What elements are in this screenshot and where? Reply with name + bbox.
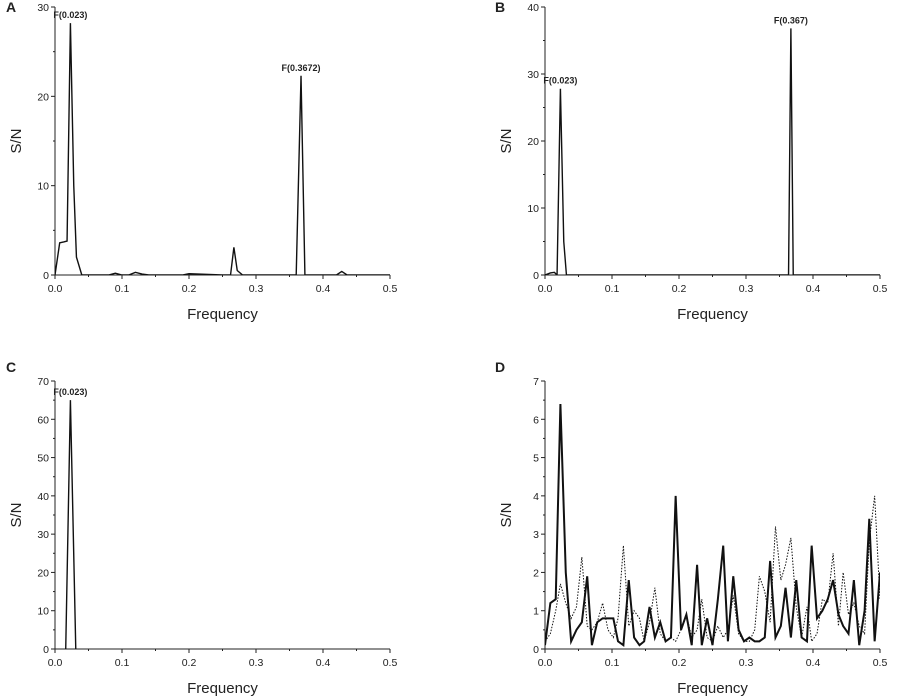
y-tick-label: 0 xyxy=(43,270,49,282)
y-tick-label: 70 xyxy=(37,376,49,388)
x-axis-label: Frequency xyxy=(677,680,748,697)
x-axis-label: Frequency xyxy=(677,306,748,323)
panel-letter: C xyxy=(6,359,16,375)
y-axis-label: S/N xyxy=(498,128,515,153)
y-tick-label: 20 xyxy=(37,567,49,579)
y-tick-label: 7 xyxy=(533,376,539,388)
y-tick-label: 6 xyxy=(533,414,539,426)
y-tick-label: 30 xyxy=(37,529,49,541)
x-tick-label: 0.4 xyxy=(316,283,331,295)
x-tick-label: 0.2 xyxy=(672,283,687,295)
x-tick-label: 0.2 xyxy=(672,657,687,669)
peak-annotation: F(0.023) xyxy=(53,10,87,20)
y-tick-label: 0 xyxy=(43,644,49,656)
y-axis-label: S/N xyxy=(8,128,25,153)
x-tick-label: 0.0 xyxy=(48,657,63,669)
y-tick-label: 40 xyxy=(37,491,49,503)
panel-letter: A xyxy=(6,0,16,15)
y-tick-label: 60 xyxy=(37,414,49,426)
series-line-solid xyxy=(545,28,880,275)
y-tick-label: 1 xyxy=(533,606,539,618)
series-line-solid xyxy=(55,23,390,275)
panel-a: A 0.0 0.1 0.2 0.3 0.4 0.5 0 10 20 30 Frequency S/N F(… xyxy=(6,0,397,323)
peak-annotation: F(0.023) xyxy=(53,387,87,397)
series-line-solid xyxy=(545,403,880,648)
x-tick-label: 0.4 xyxy=(806,283,821,295)
x-tick-label: 0.4 xyxy=(806,657,821,669)
x-tick-label: 0.0 xyxy=(538,657,553,669)
y-tick-label: 10 xyxy=(37,181,49,193)
y-tick-label: 0 xyxy=(533,644,539,656)
y-tick-label: 3 xyxy=(533,529,539,541)
x-axis-label: Frequency xyxy=(187,306,258,323)
series-line-dotted xyxy=(545,495,880,643)
y-tick-label: 0 xyxy=(533,270,539,282)
y-tick-label: 10 xyxy=(527,203,539,215)
peak-annotation: F(0.023) xyxy=(543,76,577,86)
peak-annotation: F(0.3672) xyxy=(282,63,321,73)
y-tick-label: 20 xyxy=(37,91,49,103)
panel-letter: B xyxy=(495,0,505,15)
y-axis-label: S/N xyxy=(498,502,515,527)
x-tick-label: 0.3 xyxy=(739,283,754,295)
x-tick-label: 0.3 xyxy=(249,283,264,295)
panel-letter: D xyxy=(495,359,505,375)
x-tick-label: 0.2 xyxy=(182,657,197,669)
x-tick-label: 0.0 xyxy=(538,283,553,295)
y-tick-label: 4 xyxy=(533,491,539,503)
x-tick-label: 0.1 xyxy=(605,657,620,669)
x-tick-label: 0.3 xyxy=(249,657,264,669)
y-tick-label: 5 xyxy=(533,453,539,465)
y-tick-label: 20 xyxy=(527,136,539,148)
x-tick-label: 0.5 xyxy=(383,283,398,295)
panel-d: D 0.0 0.1 0.2 0.3 0.4 0.5 0 1 2 3 4 5 6 7 Frequency S/N xyxy=(495,359,887,697)
y-tick-label: 30 xyxy=(37,2,49,14)
x-axis-label: Frequency xyxy=(187,680,258,697)
x-tick-label: 0.1 xyxy=(605,283,620,295)
x-tick-label: 0.4 xyxy=(316,657,331,669)
x-tick-label: 0.5 xyxy=(873,283,888,295)
y-tick-label: 2 xyxy=(533,567,539,579)
x-tick-label: 0.3 xyxy=(739,657,754,669)
peak-annotation: F(0.367) xyxy=(774,15,808,25)
y-tick-label: 50 xyxy=(37,453,49,465)
x-tick-label: 0.0 xyxy=(48,283,63,295)
panel-c: C 0.0 0.1 0.2 0.3 0.4 0.5 0 10 20 30 40 50 60 70 Freque… xyxy=(6,359,397,697)
y-tick-label: 10 xyxy=(37,606,49,618)
x-tick-label: 0.1 xyxy=(115,657,130,669)
x-tick-label: 0.5 xyxy=(383,657,398,669)
panel-b: B 0.0 0.1 0.2 0.3 0.4 0.5 0 10 20 30 40 Frequency S/N… xyxy=(495,0,887,323)
x-tick-label: 0.2 xyxy=(182,283,197,295)
y-tick-label: 40 xyxy=(527,2,539,14)
y-axis-label: S/N xyxy=(8,502,25,527)
series-line-solid xyxy=(65,400,77,649)
x-tick-label: 0.5 xyxy=(873,657,888,669)
y-tick-label: 30 xyxy=(527,69,539,81)
x-tick-label: 0.1 xyxy=(115,283,130,295)
